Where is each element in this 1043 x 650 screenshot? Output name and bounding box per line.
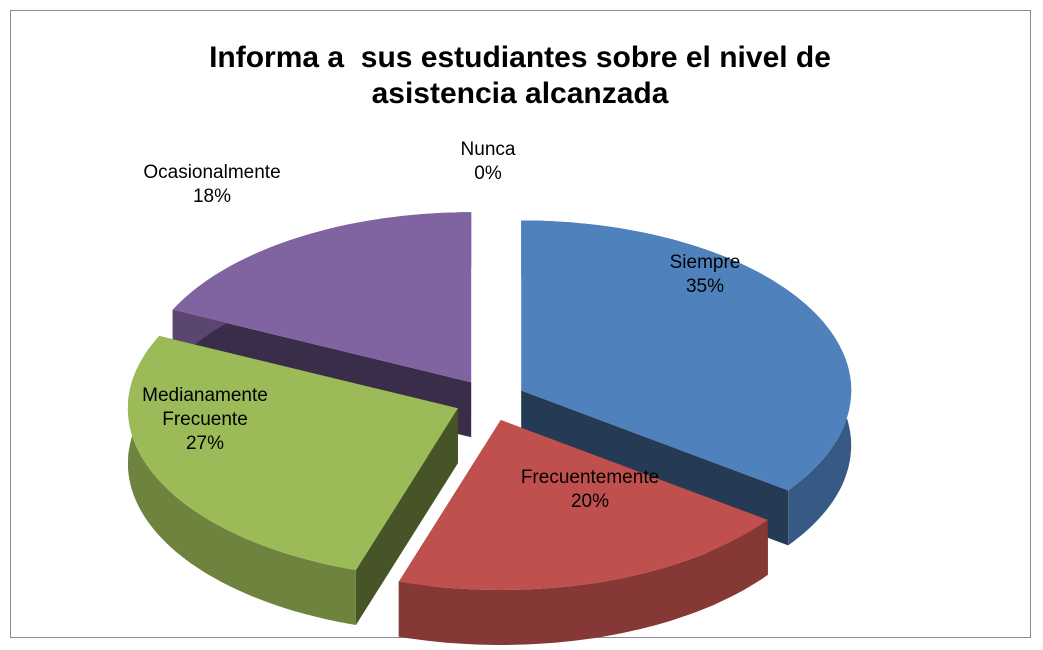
- value-label: 20%: [570, 491, 610, 512]
- pie-slice: [398, 420, 768, 645]
- chart-title: Informa a sus estudiantes sobre el nivel…: [209, 41, 840, 110]
- data-label: Frecuentemente 20%: [505, 466, 675, 514]
- data-label: Siempre 35%: [620, 251, 790, 299]
- slice-top: [127, 336, 458, 570]
- slice-outer-wall: [398, 519, 768, 645]
- value-label: 0%: [474, 163, 502, 184]
- slice-top: [172, 212, 472, 383]
- slice-top: [521, 220, 852, 491]
- category-label: Nunca: [460, 139, 516, 160]
- value-label: 27%: [185, 433, 225, 454]
- slice-top: [398, 420, 768, 590]
- data-label: Nunca 0%: [403, 138, 573, 186]
- value-label: 35%: [685, 276, 725, 297]
- value-label: 18%: [192, 186, 232, 207]
- data-label: Ocasionalmente 18%: [127, 161, 297, 209]
- category-label: Siempre: [669, 252, 741, 273]
- category-label: Ocasionalmente: [143, 162, 281, 183]
- pie-slice: [127, 336, 458, 625]
- category-label: Frecuentemente: [520, 467, 660, 488]
- data-label: Medianamente Frecuente 27%: [130, 384, 280, 456]
- slice-outer-wall: [127, 336, 356, 625]
- slice-side: [355, 408, 458, 625]
- category-label: Medianamente Frecuente: [142, 385, 268, 430]
